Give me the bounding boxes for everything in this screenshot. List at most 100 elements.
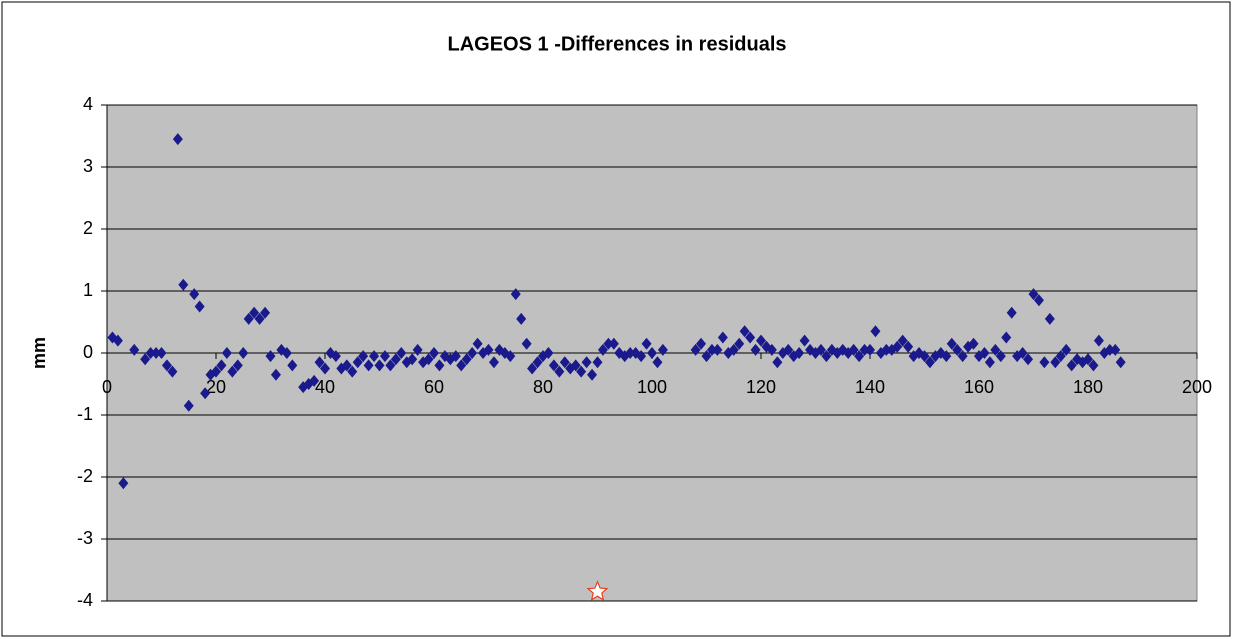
x-tick-label: 160 — [964, 377, 994, 397]
point — [897, 334, 908, 347]
point — [1104, 343, 1115, 356]
point — [1055, 350, 1066, 363]
point — [385, 359, 396, 372]
point — [532, 356, 543, 369]
point — [587, 368, 598, 381]
point — [570, 359, 581, 372]
point — [1093, 334, 1104, 347]
point — [739, 325, 750, 338]
point — [750, 343, 761, 356]
point — [559, 356, 570, 369]
point — [957, 350, 968, 363]
point — [352, 356, 363, 369]
point — [521, 337, 532, 350]
point — [995, 350, 1006, 363]
point — [548, 359, 559, 372]
point — [892, 340, 903, 353]
point — [227, 365, 238, 378]
y-tick-label: -3 — [77, 528, 93, 548]
y-axis-title: mm — [29, 337, 49, 369]
point — [794, 347, 805, 359]
point — [183, 399, 194, 412]
point — [221, 347, 232, 359]
point — [854, 350, 865, 363]
point — [1033, 294, 1044, 307]
point — [189, 288, 200, 301]
point — [597, 343, 608, 356]
point — [979, 347, 990, 359]
point — [603, 337, 614, 350]
point — [772, 356, 783, 369]
point — [211, 365, 221, 378]
point — [145, 347, 156, 359]
point — [1028, 288, 1039, 301]
y-tick-label: 3 — [83, 156, 93, 176]
point — [696, 337, 707, 350]
point — [1061, 343, 1072, 356]
point — [254, 312, 265, 325]
point — [396, 347, 407, 359]
point — [647, 347, 657, 359]
point — [848, 343, 859, 356]
point — [924, 356, 935, 369]
point — [467, 347, 478, 359]
y-tick-label: -1 — [77, 404, 93, 424]
point — [1115, 356, 1126, 369]
point — [200, 387, 211, 400]
point — [870, 325, 881, 338]
point — [799, 334, 810, 347]
y-tick-label: -4 — [77, 590, 93, 610]
point — [363, 359, 374, 372]
point — [412, 343, 423, 356]
point — [1017, 347, 1028, 359]
point — [243, 312, 254, 325]
point — [734, 337, 745, 350]
point — [309, 374, 320, 387]
point — [172, 133, 183, 146]
point — [450, 350, 461, 363]
point — [527, 362, 538, 375]
point — [1044, 312, 1055, 325]
point — [407, 353, 418, 366]
point — [249, 306, 260, 319]
point — [472, 337, 483, 350]
point — [1023, 353, 1034, 366]
point — [379, 350, 390, 363]
point — [941, 350, 952, 363]
y-tick-label: 4 — [83, 94, 93, 114]
point — [690, 343, 701, 356]
point — [314, 356, 325, 369]
point — [369, 350, 380, 363]
y-tick-label: 1 — [83, 280, 93, 300]
point — [1006, 306, 1017, 319]
point — [728, 343, 739, 356]
point — [701, 350, 712, 363]
point — [330, 350, 341, 363]
point — [238, 347, 249, 359]
point — [320, 362, 330, 375]
point — [1066, 359, 1077, 372]
point — [129, 343, 140, 356]
point — [657, 343, 668, 356]
point — [178, 278, 189, 291]
x-tick-label: 80 — [533, 377, 553, 397]
point — [576, 365, 587, 378]
point — [167, 365, 178, 378]
point — [156, 347, 167, 359]
point — [505, 350, 516, 363]
point — [216, 359, 227, 372]
point — [783, 343, 794, 356]
point — [374, 359, 385, 372]
point — [1110, 343, 1121, 356]
point — [161, 359, 172, 372]
point — [423, 353, 434, 366]
point — [1083, 353, 1093, 366]
x-tick-label: 0 — [102, 377, 112, 397]
point — [821, 350, 832, 363]
point — [946, 337, 957, 350]
point — [429, 347, 439, 359]
x-tick-label: 140 — [855, 377, 885, 397]
point — [543, 347, 554, 359]
point — [118, 477, 129, 490]
point — [712, 343, 723, 356]
